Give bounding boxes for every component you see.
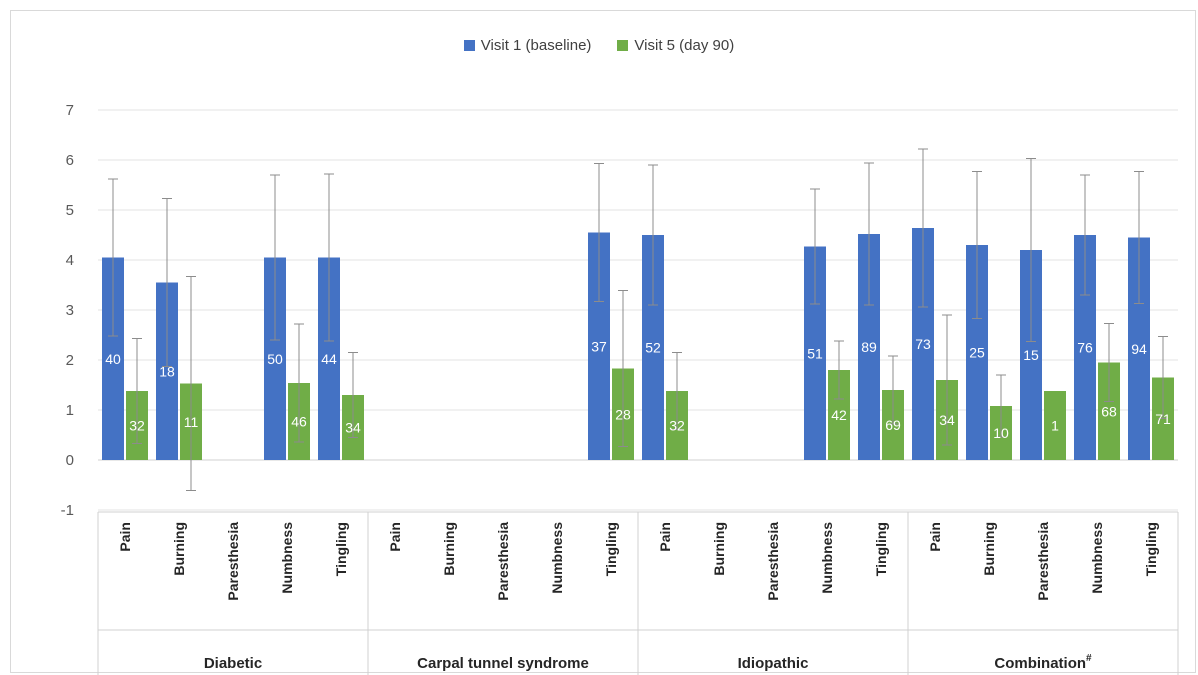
group-label: Idiopathic [738,655,809,672]
group-label-superscript: # [1086,653,1092,664]
y-tick-label: 6 [66,152,74,169]
y-tick-label: -1 [61,502,74,519]
bar [1020,250,1042,460]
y-tick-label: 5 [66,202,74,219]
bar [318,257,340,460]
data-label: 11 [184,414,199,430]
y-tick-label: 2 [66,352,74,369]
bar [1074,235,1096,460]
data-label: 69 [885,417,901,433]
group-label: Combination# [994,653,1092,672]
category-label: Paresthesia [495,522,511,601]
y-tick-label: 7 [66,102,74,119]
data-label: 51 [807,345,823,361]
data-label: 25 [969,345,985,361]
legend-swatch-visit1 [463,40,475,51]
data-label: 94 [1131,341,1147,357]
data-label: 42 [831,407,847,423]
category-label: Paresthesia [225,522,241,601]
category-label: Pain [927,522,943,552]
bar [264,257,286,460]
data-label: 46 [291,414,307,430]
category-label: Burning [171,522,187,576]
y-tick-label: 3 [66,302,74,319]
data-label: 71 [1155,411,1171,427]
bar [156,282,178,460]
data-label: 40 [105,351,121,367]
bar [966,245,988,460]
data-label: 28 [615,406,631,422]
category-label: Tingling [1143,522,1159,576]
data-label: 73 [915,336,931,352]
y-tick-label: 0 [66,452,74,469]
legend-label-visit1: Visit 1 (baseline) [480,37,592,54]
category-label: Burning [441,522,457,576]
category-label: Tingling [333,522,349,576]
bar [882,390,904,460]
legend: Visit 1 (baseline) Visit 5 (day 90) [0,37,1198,54]
data-label: 37 [591,338,607,354]
category-label: Pain [657,522,673,552]
data-label: 32 [669,418,685,434]
data-label: 15 [1023,347,1039,363]
y-tick-label: 4 [66,252,74,269]
category-label: Burning [711,522,727,576]
bar [588,232,610,460]
data-label: 32 [129,418,145,434]
category-label: Burning [981,522,997,576]
bar [1098,362,1120,460]
legend-item-visit5: Visit 5 (day 90) [617,37,734,54]
data-label: 50 [267,351,283,367]
category-label: Tingling [603,522,619,576]
data-label: 68 [1101,403,1117,419]
data-label: 44 [321,351,337,367]
data-label: 34 [345,420,361,436]
data-label: 10 [993,425,1009,441]
bar [828,370,850,460]
data-label: 76 [1077,340,1093,356]
data-label: 18 [159,363,175,379]
category-label: Numbness [549,522,565,594]
data-label: 34 [939,412,955,428]
legend-swatch-visit5 [617,40,629,51]
category-label: Pain [387,522,403,552]
y-tick-label: 1 [66,402,74,419]
category-label: Tingling [873,522,889,576]
bar [804,246,826,460]
bar [1128,237,1150,460]
bar [1044,391,1066,460]
data-label: 52 [645,340,661,356]
data-label: 1 [1051,418,1059,434]
bar [912,228,934,460]
bar [858,234,880,460]
legend-label-visit5: Visit 5 (day 90) [634,37,735,54]
group-label: Diabetic [204,655,262,672]
category-label: Numbness [279,522,295,594]
category-label: Numbness [819,522,835,594]
category-label: Paresthesia [1035,522,1051,601]
group-label: Carpal tunnel syndrome [417,655,589,672]
legend-item-visit1: Visit 1 (baseline) [463,37,592,54]
category-label: Numbness [1089,522,1105,594]
category-label: Paresthesia [765,522,781,601]
bar [102,257,124,460]
data-label: 89 [861,339,877,355]
category-label: Pain [117,522,133,552]
bar [642,235,664,460]
